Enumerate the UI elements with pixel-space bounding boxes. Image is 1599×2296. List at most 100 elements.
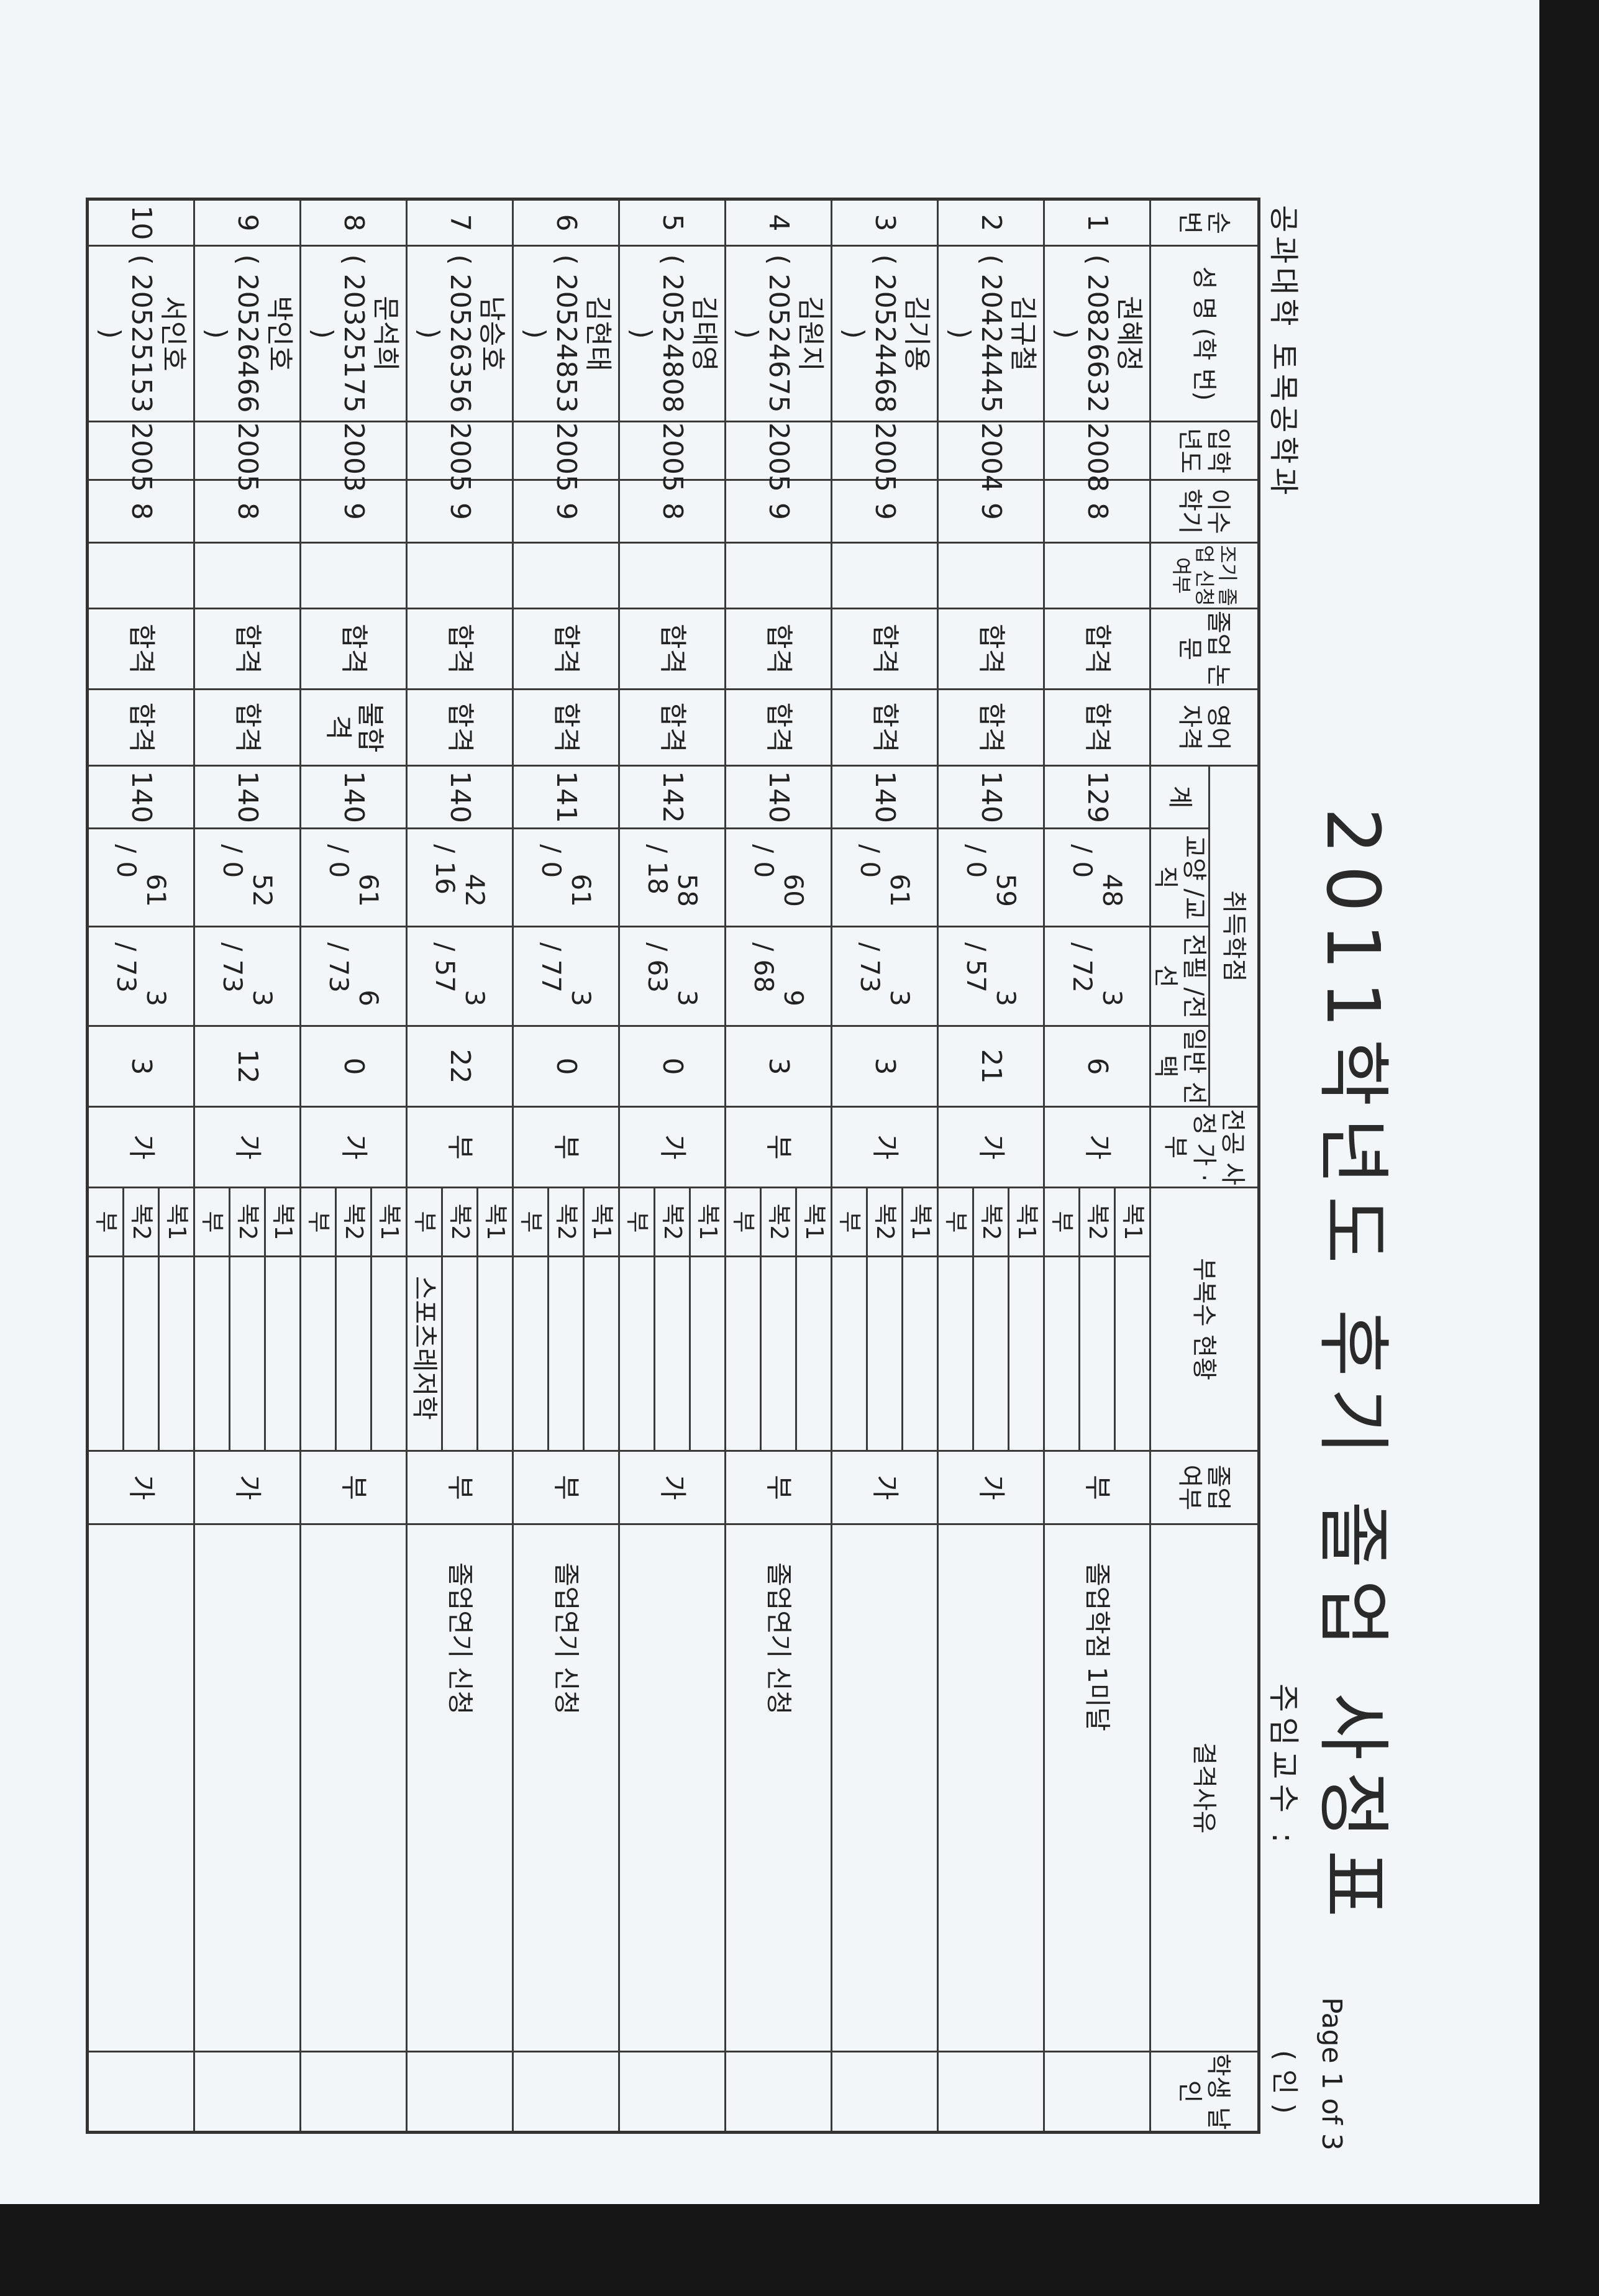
minor-type-label: 부 — [512, 1187, 549, 1257]
entry-year: 2004 — [937, 421, 1044, 492]
entry-year: 2005 — [87, 421, 194, 492]
disqualification-reason: 졸업학점 1미달 — [1044, 1524, 1150, 2052]
student-name: 박인호 — [263, 296, 295, 371]
total-credits: 129 — [1044, 765, 1150, 829]
minor-major-name — [194, 1256, 230, 1451]
student-name-id: 김현태( 20524853 ) — [512, 245, 619, 422]
major-credits: 3/ 73 — [194, 926, 301, 1026]
major-review: 가 — [194, 1106, 301, 1188]
student-name-id: 권혜정( 20826632 ) — [1044, 245, 1150, 422]
liberal-value: 60 — [778, 873, 809, 907]
student-name: 문석희 — [369, 296, 401, 371]
total-credits: 140 — [937, 765, 1044, 829]
student-signature — [87, 2051, 194, 2133]
liberal-credits: 42/ 16 — [406, 828, 513, 927]
disqualification-reason — [87, 1524, 194, 2052]
minor-type-label: 부 — [725, 1187, 761, 1257]
thesis-result: 합격 — [300, 608, 407, 690]
header-early-graduation: 조기 졸업 신청 여부 — [1150, 542, 1259, 609]
header-signature: 학생 날인 — [1150, 2051, 1259, 2133]
table-row: 8 문석희( 20325175 ) 2003 9 합격 불합격 140 61/ 0 6/ 73 0… — [300, 199, 407, 2133]
entry-year: 2008 — [1044, 421, 1150, 492]
major-review: 가 — [87, 1106, 194, 1188]
early-graduation — [619, 542, 726, 609]
thesis-result: 합격 — [512, 608, 619, 690]
thesis-result: 합격 — [725, 608, 832, 690]
english-result: 불합격 — [300, 689, 407, 766]
major-elective-value: / 73 — [217, 942, 248, 993]
minor-type-label: 복2 — [229, 1187, 265, 1257]
general-elective: 3 — [725, 1026, 832, 1107]
general-elective: 21 — [937, 1026, 1044, 1107]
table-row: 9 박인호( 20526466 ) 2005 8 합격 합격 140 52/ 0 3/ 73 12… — [194, 199, 301, 2133]
major-review: 가 — [937, 1106, 1044, 1188]
header-semesters: 이수 학기 — [1150, 480, 1259, 543]
student-id: ( 20526466 ) — [200, 254, 264, 413]
teaching-value: / 0 — [855, 844, 885, 878]
thesis-result: 합격 — [194, 608, 301, 690]
major-required-value: 3 — [247, 990, 278, 1006]
general-elective: 3 — [831, 1026, 938, 1107]
liberal-credits: 52/ 0 — [194, 828, 301, 927]
major-credits: 3/ 57 — [937, 926, 1044, 1026]
student-id: ( 20424445 ) — [944, 254, 1008, 413]
minor-major-name — [512, 1256, 549, 1451]
header-credits: 취득학점 — [1209, 765, 1259, 1107]
student-signature — [194, 2051, 301, 2133]
major-required-value: 3 — [991, 990, 1022, 1006]
major-elective-value: / 57 — [961, 942, 991, 993]
minor-major-name — [477, 1256, 513, 1451]
major-review: 가 — [831, 1106, 938, 1188]
student-id: ( 20525153 ) — [94, 254, 158, 413]
major-required-value: 3 — [1097, 990, 1128, 1006]
teaching-value: / 0 — [536, 844, 567, 878]
student-id: ( 20524468 ) — [837, 254, 901, 413]
student-name-id: 김기용( 20524468 ) — [831, 245, 938, 422]
thesis-result: 합격 — [831, 608, 938, 690]
disqualification-reason — [831, 1524, 938, 2052]
minor-type-label: 부 — [831, 1187, 867, 1257]
major-review: 부 — [406, 1106, 513, 1188]
student-name: 김원지 — [794, 296, 826, 371]
table-row: 3 김기용( 20524468 ) 2005 9 합격 합격 140 61/ 0 3/ 73 3 가… — [831, 199, 938, 2133]
minor-major-name — [690, 1256, 726, 1451]
liberal-credits: 60/ 0 — [725, 828, 832, 927]
header-total: 계 — [1150, 765, 1210, 829]
major-credits: 3/ 63 — [619, 926, 726, 1026]
table-row: 6 김현태( 20524853 ) 2005 9 합격 합격 141 61/ 0 3/ 77 0 부… — [512, 199, 619, 2133]
minor-type-label: 복2 — [548, 1187, 584, 1257]
minor-major-name — [371, 1256, 407, 1451]
row-number: 4 — [725, 199, 832, 246]
major-credits: 3/ 57 — [406, 926, 513, 1026]
student-name-id: 김규철( 20424445 ) — [937, 245, 1044, 422]
teaching-value: / 0 — [1067, 844, 1098, 878]
student-name: 김규철 — [1006, 296, 1039, 371]
graduation-status: 부 — [512, 1451, 619, 1524]
student-id: ( 20524853 ) — [519, 254, 583, 413]
major-credits: 3/ 77 — [512, 926, 619, 1026]
teaching-value: / 18 — [642, 844, 673, 895]
table-row: 1 권혜정( 20826632 ) 2008 8 합격 합격 129 48/ 0 3/ 72 6 가… — [1044, 199, 1150, 2133]
student-name-id: 박인호( 20526466 ) — [194, 245, 301, 422]
header-thesis: 졸업 논문 — [1150, 608, 1259, 690]
professor-label: 주임교수 : — [1265, 1683, 1301, 1848]
english-result: 합격 — [725, 689, 832, 766]
student-signature — [1044, 2051, 1150, 2133]
thesis-result: 합격 — [87, 608, 194, 690]
page-indicator: Page 1 of 3 — [1316, 1997, 1347, 2151]
student-signature — [619, 2051, 726, 2133]
teaching-value: / 0 — [217, 844, 248, 878]
minor-major-name — [937, 1256, 973, 1451]
entry-year: 2005 — [831, 421, 938, 492]
teaching-value: / 0 — [749, 844, 779, 878]
minor-type-label: 복1 — [1114, 1187, 1150, 1257]
liberal-credits: 61/ 0 — [87, 828, 194, 927]
major-review: 가 — [300, 1106, 407, 1188]
header-major: 전필 /전선 — [1150, 926, 1210, 1026]
general-elective: 3 — [87, 1026, 194, 1107]
minor-major-name — [796, 1256, 832, 1451]
minor-major-name: 스포츠레저학 — [406, 1256, 442, 1451]
early-graduation — [725, 542, 832, 609]
seal-label: ( 인 ) — [1269, 2050, 1300, 2114]
total-credits: 141 — [512, 765, 619, 829]
